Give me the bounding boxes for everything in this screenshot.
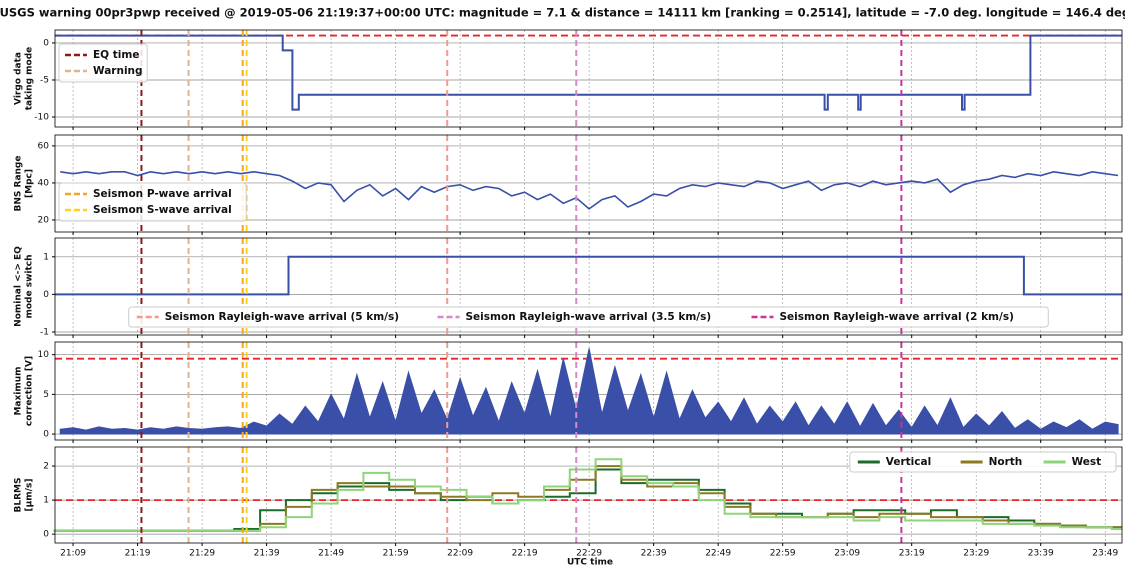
y-tick-label: 0 <box>43 530 49 540</box>
x-tick-label: 21:09 <box>60 549 86 559</box>
x-tick-label: 23:19 <box>899 549 925 559</box>
legend-label: Seismon S-wave arrival <box>93 204 232 216</box>
y-tick-label: 0 <box>43 38 49 48</box>
x-tick-label: 21:39 <box>254 549 280 559</box>
panel: 20 40 60 BNS Range [Mpc] Seismon P-wave arriv… <box>14 134 1123 235</box>
x-tick-label: 21:59 <box>383 549 409 559</box>
legend-label: West <box>1072 456 1102 468</box>
plot-frame <box>54 29 1123 128</box>
y-tick-label: 0 <box>43 430 49 440</box>
y-axis-label: [Mpc] <box>25 169 35 198</box>
x-tick-label: 21:49 <box>318 549 344 559</box>
legend-box <box>58 182 247 222</box>
panel: 0 5 10 Maximum correction [V] <box>14 341 1123 443</box>
y-axis-label: taking mode <box>25 47 35 111</box>
plot-frame <box>54 237 1123 336</box>
x-tick-label: 23:49 <box>1092 549 1118 559</box>
y-axis-label: [μm/s] <box>25 479 35 512</box>
y-tick-label: -1 <box>40 327 49 337</box>
legend-label: North <box>989 456 1023 468</box>
legend-box <box>128 306 1049 328</box>
series-step <box>55 255 1122 296</box>
y-tick-label: 60 <box>38 141 50 151</box>
legend-label: Seismon Rayleigh-wave arrival (2 km/s) <box>780 311 1014 323</box>
legend-label: Warning <box>93 65 143 77</box>
legend-label: EQ time <box>93 49 139 61</box>
y-axis-label: mode switch <box>25 254 35 318</box>
y-axis-label: BNS Range <box>14 156 24 212</box>
y-tick-label: 1 <box>43 496 49 506</box>
x-tick-label: 22:49 <box>705 549 731 559</box>
legend-box <box>849 451 1117 473</box>
y-tick-label: 5 <box>43 390 49 400</box>
y-tick-label: 10 <box>38 350 50 360</box>
legend-label: Seismon Rayleigh-wave arrival (5 km/s) <box>165 311 399 323</box>
y-tick-label: 2 <box>43 462 49 472</box>
y-tick-label: -10 <box>34 113 49 123</box>
y-tick-label: 40 <box>38 178 50 188</box>
x-tick-label: 22:29 <box>576 549 602 559</box>
y-tick-label: 0 <box>43 290 49 300</box>
series-step <box>55 34 1122 111</box>
y-axis-label: Virgo data <box>14 52 24 105</box>
legend-label: Seismon Rayleigh-wave arrival (3.5 km/s) <box>466 311 712 323</box>
x-tick-label: 21:19 <box>125 549 151 559</box>
x-tick-label: 21:29 <box>189 549 215 559</box>
x-tick-label: 23:09 <box>834 549 860 559</box>
y-axis-label: BLRMS <box>14 478 24 513</box>
x-tick-label: 22:59 <box>770 549 796 559</box>
y-tick-label: 20 <box>38 215 50 225</box>
legend-label: Seismon P-wave arrival <box>93 188 232 200</box>
series-line <box>60 170 1119 210</box>
x-tick-label: 22:39 <box>641 549 667 559</box>
y-tick-label: 1 <box>43 252 49 262</box>
plot-frame <box>54 446 1123 544</box>
plot-frame <box>54 341 1123 441</box>
plot-area <box>55 30 1122 127</box>
plot-frame <box>54 134 1123 233</box>
figure-title: USGS warning 00pr3pwp received @ 2019-05… <box>0 6 1125 20</box>
legend-label: Vertical <box>886 456 931 468</box>
series-step <box>53 458 1122 532</box>
panel: -10 -5 0 Virgo data taking mode EQ time Warnin… <box>14 29 1123 130</box>
x-tick-label: 23:29 <box>963 549 989 559</box>
y-axis-label: Maximum <box>14 366 24 415</box>
x-tick-label: 23:39 <box>1028 549 1054 559</box>
x-tick-label: 22:19 <box>512 549 538 559</box>
y-tick-label: -5 <box>40 75 49 85</box>
y-axis-label: correction [V] <box>25 356 35 426</box>
legend-box <box>58 43 148 83</box>
panel: 21:09 21:19 21:29 21:39 21:49 21:59 22:09 22:19… <box>14 446 1123 559</box>
x-axis-label: UTC time <box>567 558 613 568</box>
x-tick-label: 22:09 <box>447 549 473 559</box>
panel: -1 0 1 Nominal <-> EQ mode switch Seismon Ray… <box>14 237 1123 338</box>
y-axis-label: Nominal <-> EQ <box>14 246 24 327</box>
